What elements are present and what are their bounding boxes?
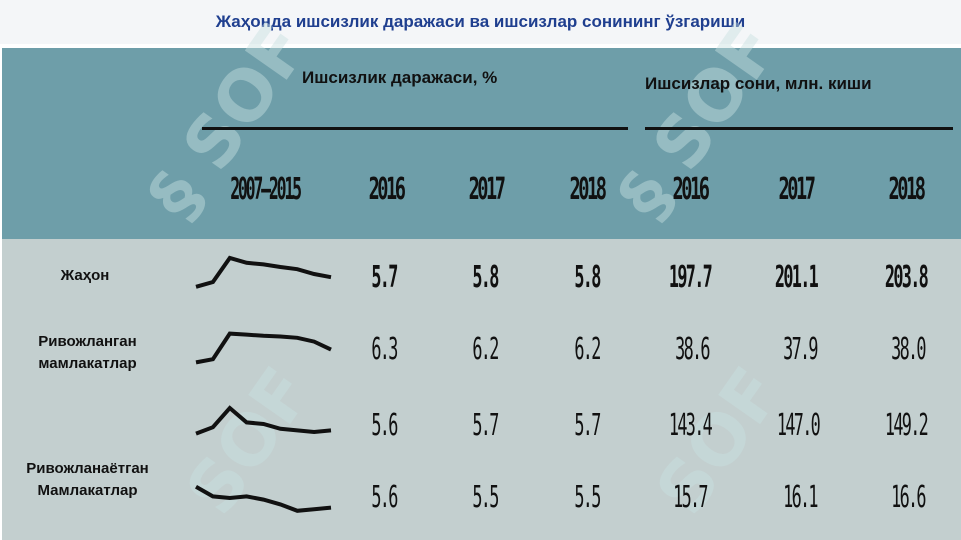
rate-group-rule xyxy=(202,127,628,130)
col-header-rate-2017: 2017 xyxy=(468,172,506,207)
row-label-developed: Ривожланган мамлакатлар xyxy=(38,333,137,372)
cell-developed-count-2017: 37.9 xyxy=(783,332,818,367)
sparkline-emerging xyxy=(195,405,332,436)
chart-title: Жаҳонда ишсизлик даражаси ва ишсизлар со… xyxy=(215,12,746,31)
cell-emerging-count-2018: 149.2 xyxy=(884,408,929,443)
table-header xyxy=(2,48,961,239)
cell-developing-count-2017: 16.1 xyxy=(783,480,818,515)
count-group-rule xyxy=(645,127,953,130)
title-bar: Жаҳонда ишсизлик даражаси ва ишсизлар со… xyxy=(0,0,961,44)
col-header-rate-2018: 2018 xyxy=(569,172,607,207)
cell-world-rate-2018: 5.8 xyxy=(574,260,601,295)
cell-world-count-2018: 203.8 xyxy=(884,260,929,295)
cell-emerging-rate-2016: 5.6 xyxy=(371,408,398,443)
col-header-count-2017: 2017 xyxy=(778,172,816,207)
cell-developed-rate-2016: 6.3 xyxy=(371,332,398,367)
cell-developing-count-2018: 16.6 xyxy=(891,480,926,515)
cell-emerging-count-2016: 143.4 xyxy=(668,408,713,443)
sparkline-developing xyxy=(195,485,332,513)
col-header-rate-2016: 2016 xyxy=(368,172,406,207)
rate-group-label: Ишсизлик даражаси, % xyxy=(302,68,498,87)
cell-developing-count-2016: 15.7 xyxy=(673,480,708,515)
cell-emerging-rate-2017: 5.7 xyxy=(472,408,499,443)
col-header-2007-2015: 2007–2015 xyxy=(230,172,302,207)
cell-developed-rate-2017: 6.2 xyxy=(472,332,499,367)
table-body xyxy=(2,239,961,540)
cell-developed-rate-2018: 6.2 xyxy=(574,332,601,367)
sparkline-emerging-line xyxy=(195,405,332,436)
cell-developing-rate-2018: 5.5 xyxy=(574,480,601,515)
cell-developing-rate-2017: 5.5 xyxy=(472,480,499,515)
sparkline-developed xyxy=(195,331,332,365)
cell-world-rate-2017: 5.8 xyxy=(472,260,499,295)
col-header-count-2018: 2018 xyxy=(888,172,926,207)
sparkline-developing-line xyxy=(195,485,332,513)
cell-developed-count-2018: 38.0 xyxy=(891,332,926,367)
cell-world-rate-2016: 5.7 xyxy=(371,260,398,295)
sparkline-world-line xyxy=(195,255,332,289)
cell-developing-rate-2016: 5.6 xyxy=(371,480,398,515)
row-label-developing: Ривожланаётган Мамлакатлар xyxy=(26,460,149,499)
cell-emerging-rate-2018: 5.7 xyxy=(574,408,601,443)
count-group-label: Ишсизлар сони, млн. киши xyxy=(645,74,872,93)
row-label-world: Жаҳон xyxy=(60,267,110,284)
cell-world-count-2017: 201.1 xyxy=(774,260,819,295)
cell-world-count-2016: 197.7 xyxy=(668,260,713,295)
sparkline-world xyxy=(195,255,332,289)
cell-emerging-count-2017: 147.0 xyxy=(776,408,821,443)
cell-developed-count-2016: 38.6 xyxy=(675,332,710,367)
col-header-count-2016: 2016 xyxy=(672,172,710,207)
sparkline-developed-line xyxy=(195,331,332,365)
